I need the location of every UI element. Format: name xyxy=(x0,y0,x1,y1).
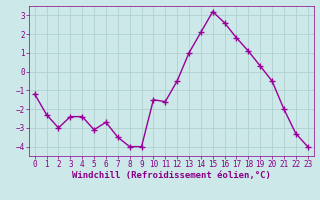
X-axis label: Windchill (Refroidissement éolien,°C): Windchill (Refroidissement éolien,°C) xyxy=(72,171,271,180)
